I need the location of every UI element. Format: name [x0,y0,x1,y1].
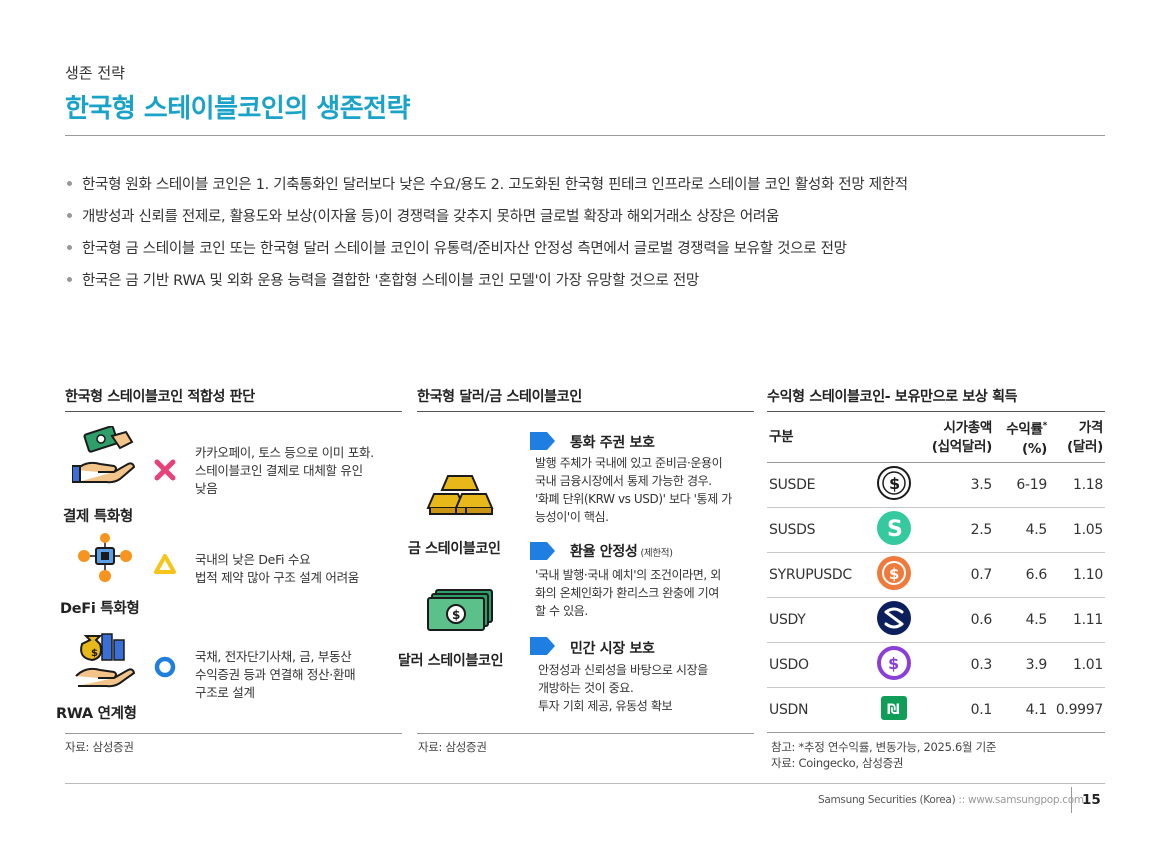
bullet-item: 개방성과 신뢰를 전제로, 활용도와 보상(이자율 등)이 경쟁력을 갖추지 못… [65,199,1115,231]
dollar-bills-icon: $ [427,589,493,631]
usdn-logo-icon: ₪ [881,695,907,720]
market-cap-value: 3.5 [919,462,994,508]
price-value: 0.9997 [1049,687,1105,733]
panel2-bottom-rule [417,733,754,734]
gold-stablecoin-label: 금 스테이블코인 [408,541,501,557]
susds-logo-icon: S [877,510,911,545]
table-header-row: 구분 시가총액 (십억달러) 수익률* (%) 가격 (달러) [767,414,1105,463]
footer-divider [65,783,1105,784]
dollar-stablecoin-label: 달러 스테이블코인 [398,653,504,669]
bullet-item: 한국은 금 기반 RWA 및 외화 운용 능력을 결합한 '혼합형 스테이블 코… [65,263,1115,295]
point-private-market-body: 안정성과 신뢰성을 바탕으로 시장을 개방하는 것이 중요. 투자 기회 제공,… [538,663,708,713]
panel1-rule [65,411,402,412]
panel1-bottom-rule [65,733,402,734]
chevron-marker-icon [530,637,555,655]
svg-text:S: S [887,517,903,542]
yield-value: 6-19 [994,462,1049,508]
usdy-logo-icon [877,600,911,635]
yield-stablecoin-table: 구분 시가총액 (십억달러) 수익률* (%) 가격 (달러) SUSDE $ 3.5… [767,414,1105,733]
footer-site-link[interactable]: www.samsungpop.com [967,794,1084,806]
market-cap-value: 0.1 [919,687,994,733]
bullet-item: 한국형 금 스테이블 코인 또는 한국형 달러 스테이블 코인이 유통력/준비자… [65,231,1115,263]
coin-name: USDY [767,597,869,643]
svg-text:$: $ [452,608,460,622]
price-value: 1.11 [1049,597,1105,643]
col-category: 구분 [767,414,869,463]
panel1-title: 한국형 스테이블코인 적합성 판단 [65,389,255,405]
table-row: SUSDS S 2.5 4.5 1.05 [767,507,1105,553]
market-cap-value: 2.5 [919,507,994,553]
coin-name: USDO [767,642,869,688]
coin-name: USDN [767,687,869,733]
price-value: 1.18 [1049,462,1105,508]
x-mark-icon [154,459,176,481]
point-fx-stability: 환율 안정성 (제한적) [570,544,673,560]
point-currency-sovereignty-body: 발행 주체가 국내에 있고 준비금·운용이 국내 금융시장에서 통제 가능한 경… [535,456,732,524]
row-label-rwa: RWA 연계형 [56,706,137,722]
section-subtitle: 생존 전략 [65,64,125,82]
footer-separator [1071,787,1072,813]
panel3-source: 자료: Coingecko, 삼성증권 [771,756,904,770]
chevron-marker-icon [530,432,555,450]
circle-mark-icon [154,656,176,678]
yield-value: 6.6 [994,552,1049,598]
defi-network-icon [78,533,132,582]
price-value: 1.01 [1049,642,1105,688]
hand-money-icon [72,426,136,484]
table-row: SUSDE $ 3.5 6-19 1.18 [767,462,1105,508]
svg-text:$: $ [889,565,899,583]
market-cap-value: 0.6 [919,597,994,643]
triangle-mark-icon [154,554,176,574]
row-desc-rwa: 국채, 전자단기사채, 금, 부동산 수익증권 등과 연결해 정산·환매 구조로… [195,649,356,700]
panel2-rule [417,411,754,412]
table-row: SYRUPUSDC $ 0.7 6.6 1.10 [767,552,1105,598]
point-private-market: 민간 시장 보호 [570,641,655,657]
panel3-note: 참고: *추정 연수익률, 변동가능, 2025.6월 기준 [771,740,997,754]
usdo-logo-icon: $ [877,645,911,680]
svg-text:₪: ₪ [887,702,900,718]
yield-value: 3.9 [994,642,1049,688]
col-yield: 수익률* (%) [994,414,1049,463]
market-cap-value: 0.7 [919,552,994,598]
col-price: 가격 (달러) [1049,414,1105,463]
page-title: 한국형 스테이블코인의 생존전략 [65,94,410,124]
table-row: USDO $ 0.3 3.9 1.01 [767,642,1105,688]
yield-value: 4.1 [994,687,1049,733]
yield-value: 4.5 [994,507,1049,553]
svg-text:$: $ [91,648,98,659]
col-market-cap: 시가총액 (십억달러) [919,414,994,463]
price-value: 1.10 [1049,552,1105,598]
gold-bars-icon [426,475,494,515]
panel2-source: 자료: 삼성증권 [418,740,487,754]
coin-name: SUSDS [767,507,869,553]
svg-text:$: $ [888,654,899,673]
panel2-title: 한국형 달러/금 스테이블코인 [417,389,582,405]
coin-name: SYRUPUSDC [767,552,869,598]
bullet-item: 한국형 원화 스테이블 코인은 1. 기축통화인 달러보다 낮은 수요/용도 2… [65,167,1115,199]
page-number: 15 [1082,792,1101,808]
syrupusdc-logo-icon: $ [877,555,911,590]
row-label-defi: DeFi 특화형 [60,601,140,617]
coin-name: SUSDE [767,462,869,508]
panel1-source: 자료: 삼성증권 [65,740,134,754]
table-row: USDY 0.6 4.5 1.11 [767,597,1105,643]
rwa-assets-icon: $ [75,633,136,688]
point-fx-stability-body: '국내 발행·국내 예치'의 조건이라면, 외 화의 온체인화가 환리스크 완충… [535,568,721,618]
market-cap-value: 0.3 [919,642,994,688]
yield-value: 4.5 [994,597,1049,643]
panel3-rule [767,411,1105,412]
row-desc-payment: 카카오페이, 토스 등으로 이미 포화. 스테이블코인 결제로 대체할 유인 낮… [195,445,374,496]
table-row: USDN ₪ 0.1 4.1 0.9997 [767,687,1105,733]
point-currency-sovereignty: 통화 주권 보호 [570,435,655,451]
row-desc-defi: 국내의 낮은 DeFi 수요 법적 제약 많아 구조 설계 어려움 [195,552,359,585]
svg-text:$: $ [889,474,900,493]
susde-logo-icon: $ [877,465,911,500]
chevron-marker-icon [530,542,555,560]
header-divider [65,135,1105,136]
price-value: 1.05 [1049,507,1105,553]
footer-company: Samsung Securities (Korea) :: www.samsun… [818,794,1084,806]
panel3-title: 수익형 스테이블코인- 보유만으로 보상 획득 [767,389,1018,405]
row-label-payment: 결제 특화형 [63,509,133,525]
summary-bullets: 한국형 원화 스테이블 코인은 1. 기축통화인 달러보다 낮은 수요/용도 2… [65,167,1115,295]
